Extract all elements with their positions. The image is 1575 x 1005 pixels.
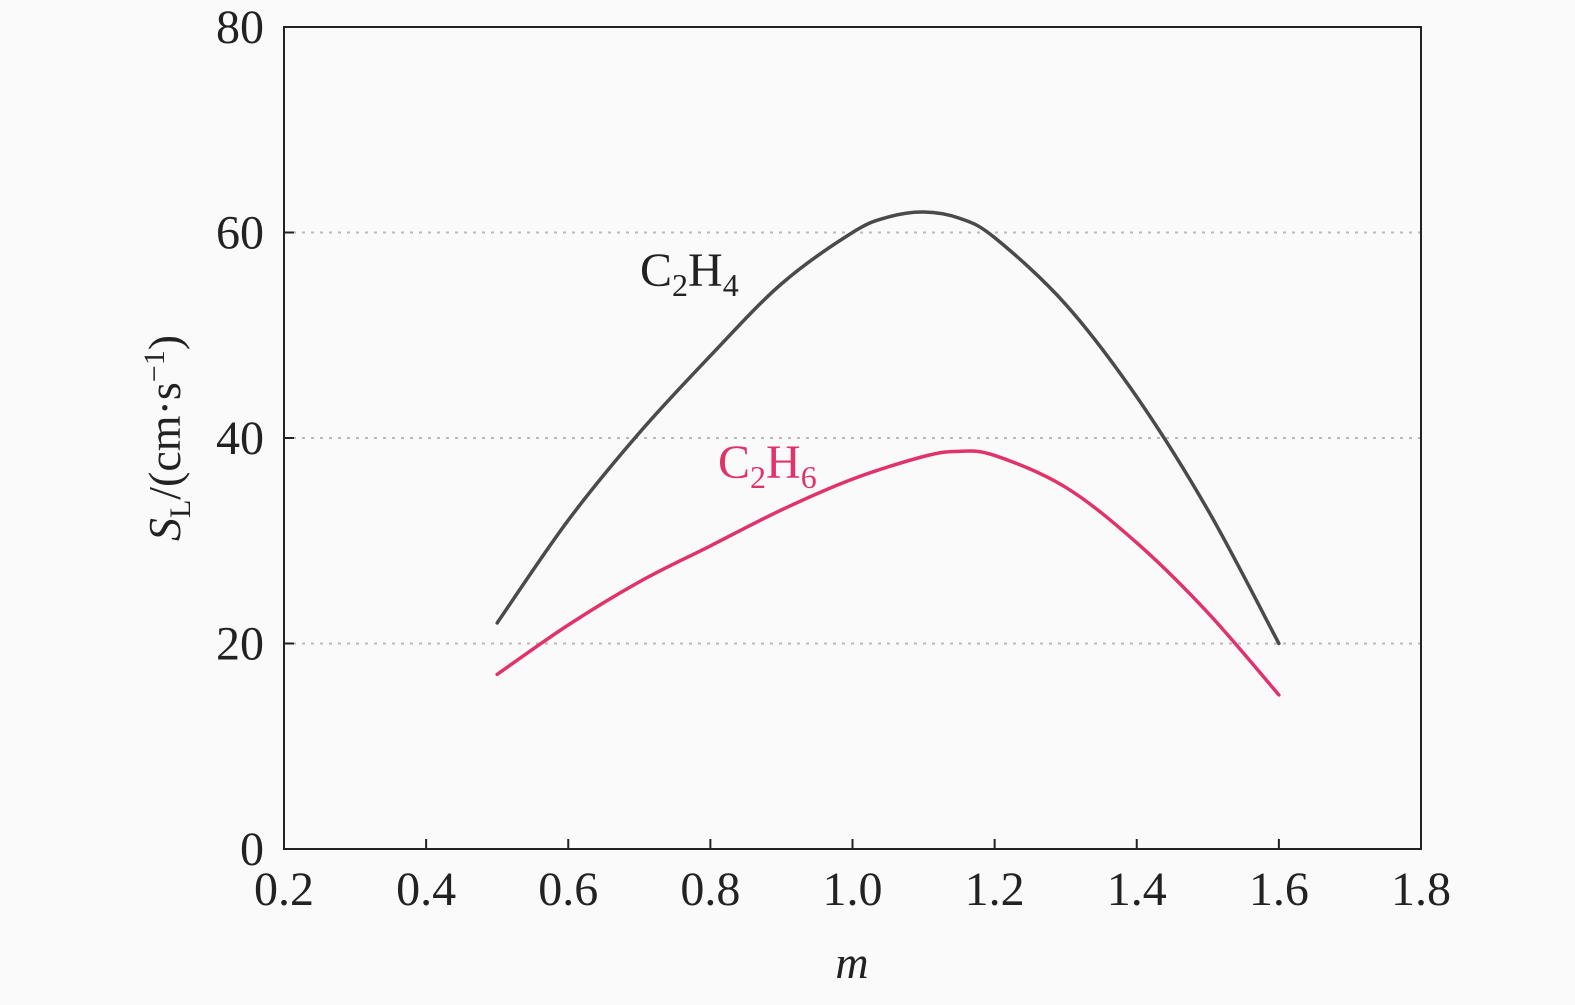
x-tick-label: 1.8 xyxy=(1391,863,1451,916)
series-label-c2h4: C2H4 xyxy=(640,244,739,303)
x-axis-label: m xyxy=(835,937,868,988)
x-tick-label: 1.2 xyxy=(965,863,1025,916)
x-tick-label: 0.8 xyxy=(680,863,740,916)
y-tick-label: 80 xyxy=(216,1,264,54)
y-tick-label: 20 xyxy=(216,618,264,671)
grid-lines xyxy=(284,231,1421,645)
y-tick-label: 60 xyxy=(216,207,264,260)
y-tick-label: 40 xyxy=(216,412,264,465)
series-lines xyxy=(495,210,1281,697)
x-tick-label: 0.2 xyxy=(254,863,314,916)
series-label-c2h6: C2H6 xyxy=(718,436,817,495)
axis-ticks: 0 20 40 60 80 0.2 0.4 0.6 0.8 1.0 1.2 1.4 1.6 1.8 xyxy=(216,1,1451,916)
x-tick-label: 0.6 xyxy=(538,863,598,916)
x-tick-label: 0.4 xyxy=(396,863,456,916)
x-tick-label: 1.4 xyxy=(1107,863,1167,916)
y-tick-label: 0 xyxy=(240,823,264,876)
x-tick-label: 1.6 xyxy=(1249,863,1309,916)
series-line-c2h6 xyxy=(495,449,1281,697)
series-line-c2h4 xyxy=(495,210,1281,646)
y-axis-label: SL/(cm·s−1) xyxy=(138,335,197,541)
x-tick-label: 1.0 xyxy=(823,863,883,916)
